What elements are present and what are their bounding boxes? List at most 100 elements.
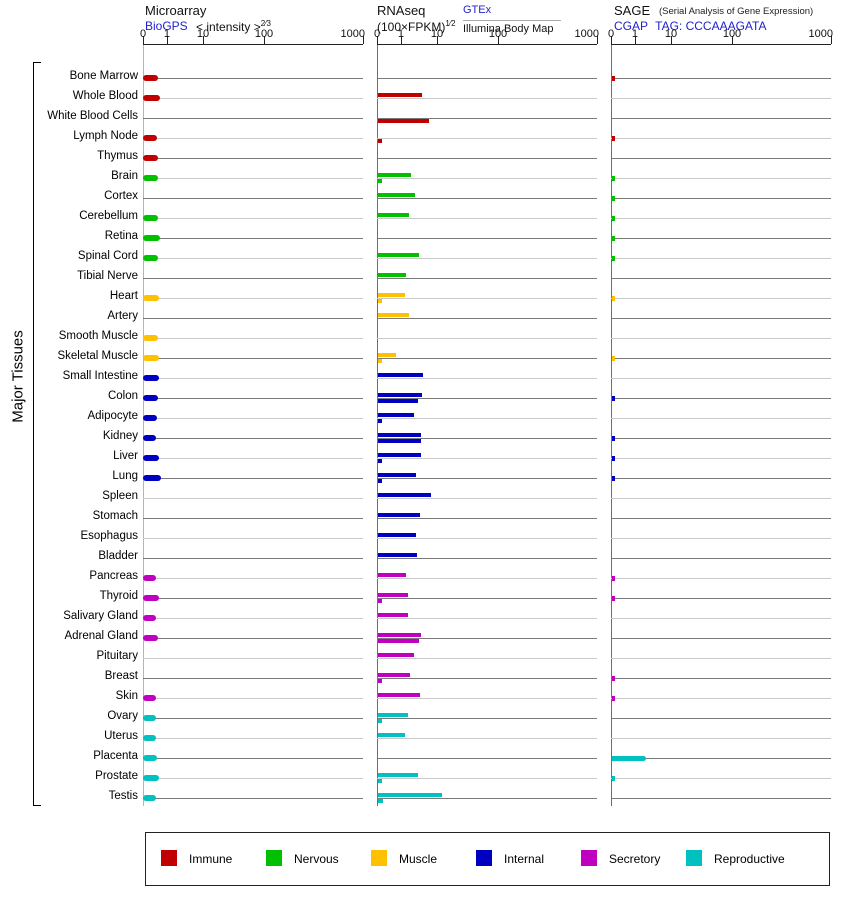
bar-microarray-biogps: [143, 95, 161, 101]
row-gridline: [377, 438, 597, 439]
row-gridline: [611, 438, 831, 439]
row-gridline: [143, 798, 363, 799]
row-gridline: [143, 78, 363, 79]
bar-rnaseq-gtex: [378, 433, 421, 437]
bar-rnaseq-gtex: [378, 793, 443, 797]
row-gridline: [611, 198, 831, 199]
bar-rnaseq-gtex: [378, 273, 406, 277]
row-gridline: [377, 538, 597, 539]
gtex-link[interactable]: GTEx: [463, 4, 492, 16]
row-gridline: [143, 338, 363, 339]
microarray-scale-label: < intensity >2⁄3: [196, 19, 271, 34]
row-gridline: [143, 218, 363, 219]
tissue-label: Kidney: [102, 430, 138, 442]
tissue-label: Whole Blood: [72, 90, 138, 102]
axis-tick: [143, 36, 144, 44]
row-gridline: [143, 498, 363, 499]
legend-label-secretory: Secretory: [609, 852, 661, 866]
cgap-link[interactable]: CGAP: [614, 19, 648, 33]
row-gridline: [143, 538, 363, 539]
row-gridline: [611, 518, 831, 519]
bar-rnaseq-illumina: [378, 479, 382, 483]
axis-tick: [498, 36, 499, 44]
row-gridline: [143, 398, 363, 399]
tissue-label: Stomach: [92, 510, 138, 522]
row-gridline: [611, 218, 831, 219]
row-gridline: [377, 798, 597, 799]
row-gridline: [611, 358, 831, 359]
tissue-label: Thymus: [97, 150, 138, 162]
row-gridline: [377, 138, 597, 139]
row-gridline: [377, 758, 597, 759]
axis-tick: [363, 36, 364, 44]
row-gridline: [143, 638, 363, 639]
row-gridline: [611, 778, 831, 779]
bar-rnaseq-illumina: [378, 639, 419, 643]
row-gridline: [143, 718, 363, 719]
axis-tick-label: 1000: [574, 28, 599, 40]
bar-rnaseq-gtex: [378, 613, 408, 617]
row-gridline: [143, 278, 363, 279]
row-gridline: [611, 718, 831, 719]
bar-microarray-biogps: [143, 335, 159, 341]
tissue-label: Salivary Gland: [63, 610, 138, 622]
row-gridline: [377, 478, 597, 479]
tissue-label: Artery: [107, 310, 138, 322]
row-gridline: [611, 758, 831, 759]
biogps-link[interactable]: BioGPS: [145, 19, 188, 33]
row-gridline: [611, 338, 831, 339]
bar-sage-cgap: [612, 396, 615, 401]
sage-title: SAGE: [614, 3, 651, 18]
bar-microarray-biogps: [143, 735, 156, 741]
row-gridline: [143, 238, 363, 239]
tissue-label: Liver: [113, 450, 138, 462]
row-gridline: [377, 578, 597, 579]
rnaseq-unit-label: (100×FPKM)1⁄2: [377, 19, 456, 34]
tissue-label: Heart: [109, 290, 138, 302]
axis-tick: [264, 36, 265, 44]
tissue-label: Bladder: [98, 550, 138, 562]
row-gridline: [611, 258, 831, 259]
bar-rnaseq-illumina: [378, 779, 382, 783]
bar-microarray-biogps: [143, 775, 160, 781]
bar-sage-cgap: [612, 676, 615, 681]
row-gridline: [143, 518, 363, 519]
bar-rnaseq-gtex: [378, 633, 422, 637]
tissue-label: Lung: [112, 470, 138, 482]
tissue-label: Uterus: [104, 730, 138, 742]
bar-rnaseq-gtex: [378, 313, 409, 317]
row-gridline: [377, 358, 597, 359]
row-gridline: [143, 258, 363, 259]
bar-rnaseq-illumina: [378, 439, 422, 443]
row-gridline: [611, 98, 831, 99]
row-gridline: [611, 418, 831, 419]
row-gridline: [611, 278, 831, 279]
bar-sage-cgap: [612, 456, 615, 461]
axis-tick: [732, 36, 733, 44]
row-gridline: [377, 518, 597, 519]
tissue-label: Lymph Node: [73, 130, 138, 142]
tissue-label: Retina: [104, 230, 138, 242]
tissue-label: Colon: [107, 390, 138, 402]
bar-rnaseq-illumina: [378, 299, 382, 303]
bar-rnaseq-illumina: [378, 419, 383, 423]
axis-tick: [437, 36, 439, 44]
microarray-scale-base: < intensity >: [196, 20, 261, 34]
row-gridline: [377, 378, 597, 379]
bracket-bottom-cap: [33, 805, 41, 806]
row-gridline: [611, 638, 831, 639]
row-gridline: [377, 658, 597, 659]
tissue-label: Adrenal Gland: [64, 630, 138, 642]
row-gridline: [611, 158, 831, 159]
bar-rnaseq-gtex: [378, 473, 416, 477]
row-gridline: [143, 418, 363, 419]
bar-rnaseq-illumina: [378, 679, 382, 683]
bar-microarray-biogps: [143, 255, 159, 261]
bar-rnaseq-gtex: [378, 493, 432, 497]
row-gridline: [611, 658, 831, 659]
legend-label-internal: Internal: [504, 852, 545, 866]
row-gridline: [611, 618, 831, 619]
axis-line: [611, 44, 831, 45]
axis-tick-label: 100: [722, 28, 742, 40]
